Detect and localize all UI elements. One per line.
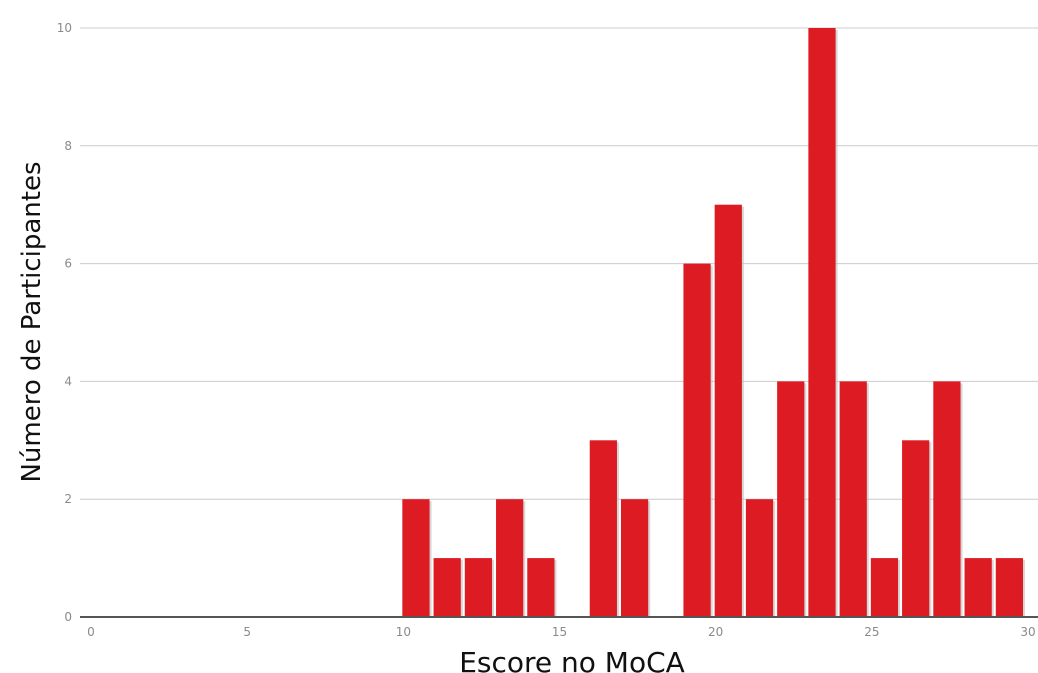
- bar-score-27: [902, 440, 930, 617]
- x-tick-label: 20: [708, 625, 723, 639]
- bar-score-23: [777, 381, 805, 617]
- x-tick-label: 25: [864, 625, 879, 639]
- bar-score-11: [402, 499, 430, 617]
- bar-score-28: [933, 381, 961, 617]
- y-tick-label: 4: [64, 374, 72, 388]
- x-tick-label: 30: [1020, 625, 1035, 639]
- bar-score-12: [433, 558, 461, 617]
- x-tick-label: 0: [87, 625, 95, 639]
- bar-score-18: [620, 499, 649, 617]
- bar-score-24: [808, 28, 836, 617]
- bar-score-29: [964, 558, 992, 617]
- y-axis-title: Número de Participantes: [17, 161, 47, 482]
- bar-score-21: [714, 204, 742, 617]
- y-tick-label: 10: [57, 21, 72, 35]
- bar-score-15: [527, 558, 555, 617]
- bar-score-25: [839, 381, 867, 617]
- bar-score-22: [745, 499, 774, 617]
- bar-score-13: [464, 558, 493, 617]
- bar-score-20: [683, 263, 711, 617]
- x-axis-title: Escore no MoCA: [459, 646, 685, 673]
- bars: [402, 28, 1025, 617]
- bar-score-14: [496, 499, 524, 617]
- y-tick-label: 2: [64, 492, 72, 506]
- y-tick-labels: 0 2 4 6 8 10: [57, 21, 72, 624]
- x-tick-label: 15: [552, 625, 567, 639]
- y-tick-label: 6: [64, 257, 72, 271]
- gridlines: [80, 27, 1038, 500]
- x-tick-labels: 0 5 10 15 20 25 30: [87, 625, 1035, 639]
- bar-score-17: [589, 440, 617, 617]
- bar-score-26: [870, 558, 899, 617]
- x-tick-label: 5: [243, 625, 251, 639]
- y-tick-label: 8: [64, 139, 72, 153]
- y-tick-label: 0: [64, 610, 72, 624]
- x-tick-label: 10: [396, 625, 411, 639]
- bar-score-30: [995, 558, 1023, 617]
